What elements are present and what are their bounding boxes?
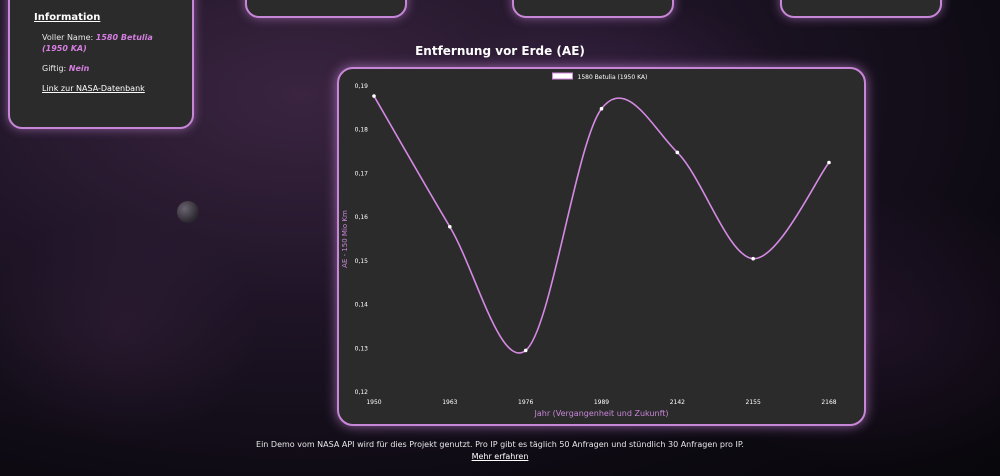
x-tick-label: 2168 xyxy=(821,399,836,406)
distance-chart: 0,12 0,13 0,14 0,15 0,16 0,17 0,18 0,19 1950 1963… xyxy=(341,72,837,418)
y-tick-label: 0,12 xyxy=(355,389,369,396)
y-tick-label: 0,17 xyxy=(355,170,369,177)
toxic-value: Nein xyxy=(68,64,90,73)
data-point xyxy=(599,106,604,111)
planet-decoration xyxy=(177,201,199,223)
x-tick-label: 2142 xyxy=(670,399,685,406)
data-point xyxy=(448,224,452,229)
y-tick-label: 0,19 xyxy=(355,83,369,90)
y-tick-label: 0,13 xyxy=(355,345,369,352)
data-point xyxy=(675,150,680,155)
y-tick-label: 0,14 xyxy=(355,302,369,309)
y-tick-label: 0,18 xyxy=(355,127,369,134)
more-info-link[interactable]: Mehr erfahren xyxy=(471,452,529,461)
x-axis-title: Jahr (Vergangenheit und Zukunft) xyxy=(534,409,669,418)
y-axis-title: AE - 150 Mio Km xyxy=(341,210,349,268)
x-tick-label: 2155 xyxy=(746,399,761,406)
legend-swatch xyxy=(552,72,573,80)
full-name-row: Voller Name: 1580 Betulia (1950 KA) xyxy=(42,32,162,54)
nasa-database-link[interactable]: Link zur NASA-Datenbank xyxy=(42,84,145,93)
x-tick-label: 1950 xyxy=(366,399,381,406)
chart-heading: Entfernung vor Erde (AE) xyxy=(415,44,585,58)
series-line xyxy=(373,95,830,354)
x-tick-label: 1989 xyxy=(594,399,609,406)
toxic-row: Giftig: Nein xyxy=(42,63,89,74)
info-card: Information Voller Name: 1580 Betulia (1… xyxy=(8,0,194,129)
y-tick-label: 0,16 xyxy=(355,214,369,221)
full-name-value: 1580 Betulia (1950 KA) xyxy=(42,33,153,53)
x-tick-label: 1963 xyxy=(442,399,457,406)
top-card-3 xyxy=(780,0,942,18)
footer-link-row: Mehr erfahren xyxy=(0,452,1000,461)
top-card-2 xyxy=(512,0,674,18)
full-name-label: Voller Name: xyxy=(42,33,94,42)
y-tick-label: 0,15 xyxy=(355,258,369,265)
info-title: Information xyxy=(34,12,101,23)
data-point xyxy=(827,160,831,165)
data-point xyxy=(372,94,376,98)
legend-label: 1580 Betulia (1950 KA) xyxy=(578,74,648,81)
top-card-1 xyxy=(245,0,407,18)
x-tick-label: 1976 xyxy=(518,399,533,406)
data-point xyxy=(751,256,755,261)
data-point xyxy=(523,348,528,353)
footer-text: Ein Demo vom NASA API wird für dies Proj… xyxy=(256,440,744,449)
chart-card: 0,12 0,13 0,14 0,15 0,16 0,17 0,18 0,19 1950 1963… xyxy=(337,67,866,426)
toxic-label: Giftig: xyxy=(42,64,67,73)
